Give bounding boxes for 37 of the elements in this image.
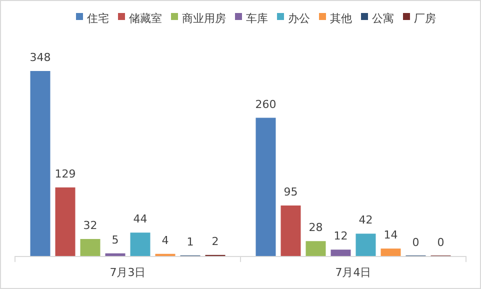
data-label: 260 bbox=[255, 98, 276, 111]
bar bbox=[80, 238, 100, 256]
legend-label: 住宅 bbox=[87, 12, 109, 25]
legend-label: 公寓 bbox=[372, 12, 394, 25]
data-label: 348 bbox=[30, 51, 51, 64]
legend-label: 办公 bbox=[288, 12, 310, 25]
legend-label: 车库 bbox=[246, 12, 268, 25]
legend-label: 厂房 bbox=[414, 12, 436, 25]
data-label: 95 bbox=[284, 185, 298, 198]
bar bbox=[105, 253, 126, 256]
data-label: 5 bbox=[112, 233, 119, 246]
bar bbox=[380, 248, 401, 256]
bar bbox=[330, 250, 351, 256]
x-tick-label: 7月4日 bbox=[335, 266, 372, 279]
legend-label: 商业用房 bbox=[182, 12, 226, 25]
x-tick-label: 7月3日 bbox=[110, 266, 146, 279]
bar bbox=[256, 118, 276, 256]
data-label: 14 bbox=[384, 228, 398, 242]
data-label: 42 bbox=[358, 214, 373, 227]
bar bbox=[356, 234, 376, 256]
data-label: 44 bbox=[133, 212, 148, 226]
data-label: 0 bbox=[437, 236, 444, 249]
data-label: 12 bbox=[334, 230, 348, 243]
bar bbox=[306, 241, 326, 256]
bar bbox=[130, 232, 150, 256]
data-label: 28 bbox=[308, 221, 323, 234]
data-label: 2 bbox=[212, 234, 219, 248]
data-label: 129 bbox=[54, 167, 76, 180]
data-label: 32 bbox=[83, 218, 98, 232]
bar bbox=[280, 205, 301, 256]
data-label: 0 bbox=[412, 236, 420, 249]
data-label: 1 bbox=[186, 235, 194, 248]
legend-label: 其他 bbox=[330, 12, 352, 25]
bar bbox=[30, 71, 50, 256]
data-label: 4 bbox=[162, 234, 169, 247]
bar bbox=[55, 187, 76, 256]
legend-label: 储藏室 bbox=[129, 12, 162, 25]
